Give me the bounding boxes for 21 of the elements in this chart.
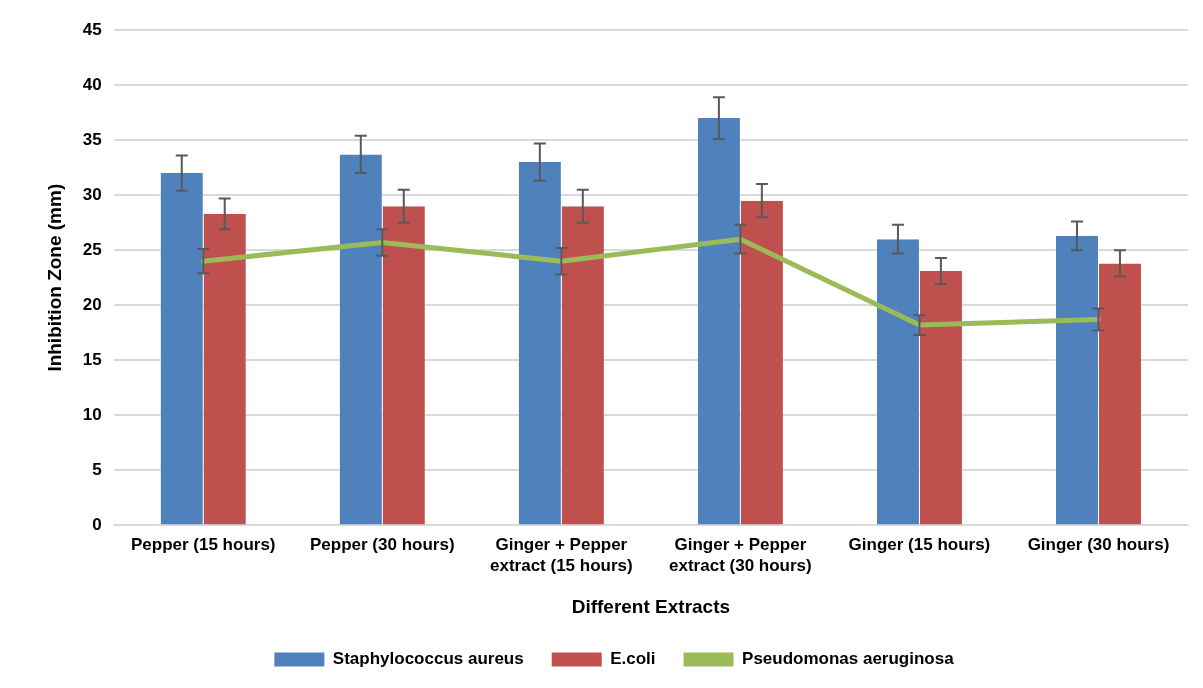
x-tick-label: Ginger + Pepper extract (15 hours): [489, 535, 633, 575]
y-tick-label: 25: [82, 239, 102, 259]
x-tick-label: Pepper (15 hours): [130, 535, 276, 555]
x-tick-label: Ginger (15 hours): [848, 535, 991, 555]
y-tick-label: 20: [82, 294, 102, 314]
y-tick-label: 5: [92, 460, 102, 480]
x-tick-label: Ginger + Pepper extract (30 hours): [669, 535, 812, 575]
legend-label: Staphylococcus aureus: [332, 649, 524, 669]
y-tick-label: 40: [82, 74, 102, 94]
y-tick-label: 35: [82, 129, 102, 149]
y-tick-label: 45: [82, 19, 102, 39]
y-axis-title: Inhibition Zone (mm): [43, 183, 65, 372]
x-axis-title: Different Extracts: [571, 595, 731, 617]
y-tick-label: 10: [82, 405, 102, 424]
x-tick-label: Ginger (30 hours): [1027, 535, 1170, 555]
y-tick-label: 30: [82, 184, 102, 204]
legend-label: E.coli: [610, 649, 656, 669]
y-tick-label: 0: [92, 515, 102, 535]
x-tick-label: Pepper (30 hours): [310, 535, 455, 555]
y-tick-label: 15: [82, 349, 102, 369]
legend-label: Pseudomonas aeruginosa: [742, 649, 955, 669]
